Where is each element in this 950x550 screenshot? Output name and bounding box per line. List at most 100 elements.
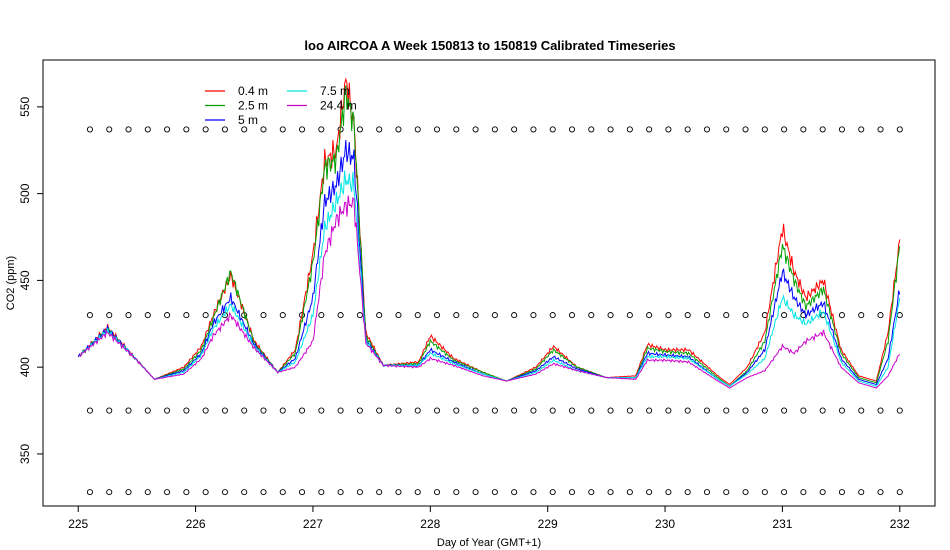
flag-point [877,489,884,496]
flag-point [491,126,498,133]
flag-point [414,126,421,133]
flag-point [530,312,537,319]
flag-point [568,407,576,414]
flag-point [684,126,691,133]
flag-point [183,126,190,133]
flag-point [646,489,653,496]
flag-point [568,312,576,319]
flag-point [626,312,633,319]
flag-point [298,407,306,414]
flag-point [318,407,325,414]
flag-point [395,407,402,414]
flag-point [800,489,807,496]
flag-point [491,489,498,496]
flag-point [838,489,845,496]
flag-point [221,407,228,414]
flag-point [164,126,171,133]
flag-point [858,126,865,133]
legend-label: 2.5 m [238,99,268,113]
flag-point [164,489,171,496]
flag-point [318,126,325,133]
flag-point [260,489,267,496]
flag-point [858,407,865,414]
flag-point [183,312,190,319]
flag-point [279,407,286,414]
flag-point [376,126,383,133]
flag-point [530,489,537,496]
flag-point [781,407,788,414]
flag-point [511,126,518,133]
flag-point [511,312,518,319]
flag-point [202,126,209,133]
flag-point [106,489,113,496]
flag-point [433,126,441,133]
x-axis-label: Day of Year (GMT+1) [437,537,541,549]
flag-point [742,407,749,414]
flag-point [106,312,113,319]
flag-point [665,312,672,319]
flag-point [395,312,402,319]
flag-point [607,312,614,319]
flag-point [684,489,691,496]
flag-point [298,126,306,133]
y-tick-label: 350 [18,444,32,464]
x-tick-label: 229 [538,517,558,531]
flag-point [260,407,267,414]
flag-point [665,126,672,133]
flag-point [202,407,209,414]
flag-point [703,126,711,133]
flag-point [472,126,479,133]
flag-point [665,489,672,496]
flag-point [125,312,132,319]
series-line [77,85,901,387]
flag-point [646,407,653,414]
flag-point [703,407,711,414]
flag-point [279,126,286,133]
flag-point [742,312,749,319]
flag-point [183,489,190,496]
flag-point [781,312,788,319]
x-tick-label: 228 [420,517,440,531]
flag-point [202,489,209,496]
flag-point [742,126,749,133]
flag-point [376,407,383,414]
flag-point [858,489,865,496]
flag-point [588,489,595,496]
flag-point [183,407,190,414]
flag-point [838,126,845,133]
chart-title: loo AIRCOA A Week 150813 to 150819 Calib… [304,38,675,53]
flag-point [144,126,151,133]
flag-point [549,489,556,496]
flag-point [800,407,807,414]
flag-point [838,312,845,319]
flag-point [472,407,479,414]
flag-point [414,489,421,496]
legend: 0.4 m2.5 m5 m 7.5 m24.4 m [205,84,357,127]
flag-point [896,126,903,133]
flag-point [221,126,228,133]
flag-point [433,489,441,496]
flag-points [86,126,903,496]
flag-point [260,126,267,133]
flag-point [549,312,556,319]
legend-label: 5 m [238,113,258,127]
y-tick-label: 550 [18,97,32,117]
x-tick-label: 232 [890,517,910,531]
flag-point [588,312,595,319]
flag-point [588,407,595,414]
flag-point [453,312,460,319]
flag-point [491,407,498,414]
flag-point [318,312,325,319]
series-line [78,170,901,387]
flag-point [549,126,556,133]
y-tick-label: 400 [18,357,32,377]
flag-point [626,407,633,414]
x-tick-label: 226 [186,517,206,531]
y-axis: 350 400 450 500 550 [18,97,43,464]
flag-point [106,126,113,133]
flag-point [241,407,248,414]
flag-point [665,407,672,414]
flag-point [86,489,93,496]
flag-point [279,312,286,319]
